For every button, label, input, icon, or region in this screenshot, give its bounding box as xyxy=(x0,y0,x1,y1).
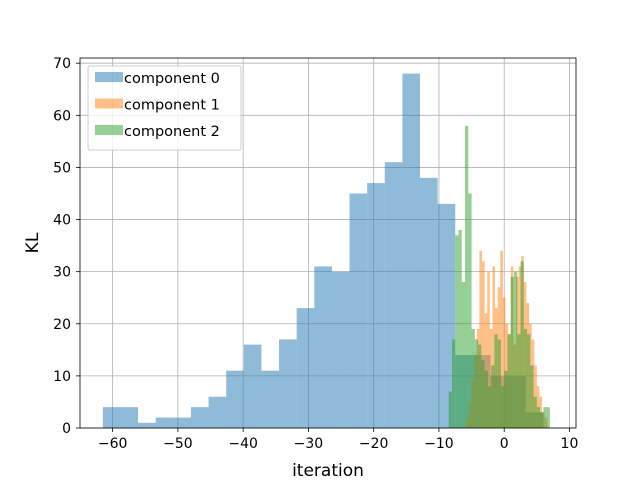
histogram-bar xyxy=(487,386,492,428)
histogram-bar xyxy=(296,308,315,428)
histogram-bar xyxy=(474,339,479,428)
y-tick-label: 30 xyxy=(53,265,71,281)
histogram-bar xyxy=(461,282,466,428)
histogram-bar xyxy=(543,407,547,428)
histogram-bar xyxy=(492,266,496,428)
histogram-bar xyxy=(500,250,503,428)
histogram-bar xyxy=(420,177,438,428)
histogram-bar xyxy=(190,407,209,428)
x-tick-label: −60 xyxy=(98,436,128,452)
x-tick-label: 10 xyxy=(561,436,579,452)
histogram-bar xyxy=(491,365,495,428)
y-tick-label: 60 xyxy=(53,108,71,124)
histogram-bar xyxy=(468,193,472,428)
histogram-bar xyxy=(367,183,385,428)
histogram-bar xyxy=(479,250,483,428)
histogram-bar xyxy=(481,360,485,428)
histogram-bar xyxy=(173,417,191,428)
histogram-bar xyxy=(502,297,506,428)
histogram-bar xyxy=(517,334,521,428)
axis-ticks: −60 −50 −40 −30 −20 −10 0 10 0 10 20 30 40 50 60 70 xyxy=(53,56,578,452)
legend: component 0 component 1 component 2 xyxy=(87,65,242,151)
y-tick-label: 10 xyxy=(53,369,71,385)
histogram-bar xyxy=(155,417,174,428)
histogram-bar xyxy=(261,370,280,428)
histogram-bar xyxy=(540,412,544,428)
x-tick-label: −40 xyxy=(228,436,258,452)
x-tick-label: −20 xyxy=(359,436,389,452)
x-tick-label: −30 xyxy=(294,436,324,452)
series-2-bars xyxy=(448,125,550,429)
y-tick-label: 70 xyxy=(53,56,71,72)
histogram-bar xyxy=(507,334,511,428)
y-axis-label: KL xyxy=(23,232,43,253)
histogram-bar xyxy=(546,407,550,428)
histogram-bar xyxy=(471,328,475,428)
y-tick-label: 40 xyxy=(53,213,71,229)
histogram-bar xyxy=(402,73,421,429)
histogram-bar xyxy=(458,229,462,428)
histogram-bar xyxy=(527,334,531,428)
histogram-bar xyxy=(530,365,534,428)
histogram-bar xyxy=(494,334,498,428)
histogram-bar xyxy=(226,370,244,428)
histogram-bar xyxy=(510,276,514,428)
histogram-bar xyxy=(520,261,524,428)
histogram-bar xyxy=(536,407,541,428)
histogram-bar xyxy=(497,339,501,428)
histogram-bar xyxy=(455,235,459,428)
histogram-bar xyxy=(482,261,485,428)
plot-frame xyxy=(79,57,577,429)
histogram-bar xyxy=(523,328,528,428)
histogram-bar xyxy=(437,203,456,428)
y-tick-label: 20 xyxy=(53,317,71,333)
histogram-bars xyxy=(102,73,550,429)
histogram-bar xyxy=(533,396,537,428)
histogram-bar xyxy=(514,271,518,428)
histogram-bar xyxy=(465,125,469,429)
y-tick-label: 50 xyxy=(53,160,71,176)
histogram-bar xyxy=(448,391,452,428)
x-tick-label: 0 xyxy=(500,436,509,452)
x-axis-label: iteration xyxy=(292,461,364,480)
histogram-bar xyxy=(208,396,227,428)
histogram-bar xyxy=(314,266,332,428)
histogram-bar xyxy=(384,162,403,429)
histogram-bar xyxy=(484,370,488,428)
histogram-bar xyxy=(331,271,350,428)
legend-label-component-2: component 2 xyxy=(124,124,220,140)
histogram-bar xyxy=(487,271,490,428)
histogram-bar xyxy=(478,344,482,428)
histogram-bar xyxy=(349,193,368,428)
histogram-bar xyxy=(243,344,262,428)
histogram-bar xyxy=(452,339,456,428)
legend-box xyxy=(87,65,242,151)
legend-swatch-component-0 xyxy=(95,72,123,82)
histogram-bar xyxy=(500,386,505,428)
legend-swatch-component-2 xyxy=(95,125,123,135)
legend-swatch-component-1 xyxy=(95,98,123,109)
x-tick-label: −50 xyxy=(163,436,193,452)
y-tick-label: 0 xyxy=(62,421,71,437)
histogram-bar xyxy=(138,422,156,428)
legend-label-component-0: component 0 xyxy=(124,71,220,87)
histogram-bar xyxy=(279,339,297,428)
histogram-bar xyxy=(102,407,121,428)
legend-label-component-1: component 1 xyxy=(124,98,220,114)
histogram-bar xyxy=(120,407,139,428)
histogram-bar xyxy=(504,370,508,428)
x-tick-label: −10 xyxy=(424,436,454,452)
histogram-bar xyxy=(536,386,540,428)
